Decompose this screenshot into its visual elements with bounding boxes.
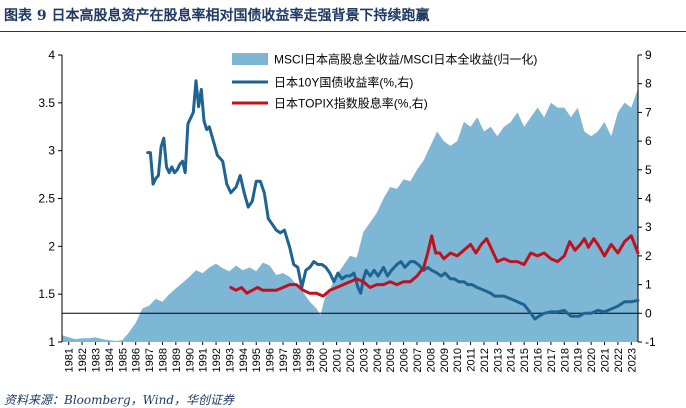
x-axis-tick-label: 1989 [171,348,183,372]
legend-label: 日本TOPIX指数股息率(%,右) [274,96,428,111]
x-axis-tick-label: 2004 [372,348,384,372]
line-series-jgb-10y-yield [146,79,640,321]
right-axis-tick-label: 2 [645,249,652,263]
x-axis-tick-label: 2010 [452,348,464,372]
x-axis-tick-label: 1993 [224,348,236,372]
x-axis-tick-label: 1984 [104,348,116,372]
left-axis-tick-label: 2 [48,239,55,253]
left-axis-tick-label: 1 [48,335,55,349]
left-axis-tick-label: 3 [48,144,55,158]
x-axis-tick-label: 1991 [198,348,210,372]
x-axis-tick-label: 2012 [479,348,491,372]
x-axis-tick-label: 2009 [439,348,451,372]
right-axis-tick-label: 8 [645,77,652,91]
right-axis-tick-label: 7 [645,105,652,119]
legend-label: MSCI日本高股息全收益/MSCI日本全收益(归一化) [274,52,537,67]
legend-swatch-area [232,53,268,65]
source-note: 资料来源：Bloomberg，Wind，华创证券 [4,393,235,407]
x-axis-tick-label: 2023 [626,348,638,372]
right-axis-tick-label: 6 [645,134,652,148]
x-axis-tick-label: 2003 [358,348,370,372]
left-axis-tick-label: 2.5 [38,192,55,206]
x-axis-tick-label: 2011 [466,348,478,372]
x-axis-tick-label: 2013 [492,348,504,372]
right-axis-tick-label: 5 [645,163,652,177]
x-axis-tick-label: 2017 [546,348,558,372]
x-axis-tick-label: 1985 [117,348,129,372]
x-axis-tick-label: 1995 [251,348,263,372]
right-axis-tick-label: -1 [645,335,656,349]
x-axis-tick-label: 1998 [291,348,303,372]
right-axis-tick-label: 4 [645,192,652,206]
x-axis-tick-label: 2005 [385,348,397,372]
x-axis-tick-label: 2006 [399,348,411,372]
x-axis-tick-label: 2007 [412,348,424,372]
x-axis-tick-label: 1994 [238,348,250,372]
right-axis-tick-label: 9 [645,48,652,62]
x-axis-tick-label: 1997 [278,348,290,372]
line-series-topix-dividend-yield [229,234,640,298]
x-axis-tick-label: 2002 [345,348,357,372]
x-axis-tick-label: 2020 [586,348,598,372]
x-axis-tick-label: 1983 [90,348,102,372]
left-axis-tick-label: 4 [48,48,55,62]
right-axis-tick-label: 1 [645,278,652,292]
x-axis-tick-label: 1996 [265,348,277,372]
legend-label: 日本10Y国债收益率(%,右) [274,75,413,90]
x-axis-tick-label: 2016 [533,348,545,372]
x-axis-tick-label: 2021 [600,348,612,372]
x-axis-tick-label: 1990 [184,348,196,372]
x-axis-tick-label: 1987 [144,348,156,372]
area-series-high-dividend-ratio [62,88,638,342]
x-axis-tick-label: 2019 [573,348,585,372]
x-axis-tick-label: 2015 [519,348,531,372]
x-axis-tick-label: 2014 [506,348,518,372]
right-axis-tick-label: 3 [645,220,652,234]
x-axis-tick-label: 1988 [157,348,169,372]
x-axis-tick-label: 1982 [77,348,89,372]
x-axis-tick-label: 2022 [613,348,625,372]
right-axis-tick-label: 0 [645,306,652,320]
x-axis-tick-label: 1999 [305,348,317,372]
title-underline [0,31,686,32]
page-title: 图表 9 日本高股息资产在股息率相对国债收益率走强背景下持续跑赢 [4,8,430,24]
left-axis-tick-label: 3.5 [38,96,55,110]
x-axis-tick-label: 2018 [559,348,571,372]
x-axis-tick-label: 2000 [318,348,330,372]
x-axis-tick-label: 1992 [211,348,223,372]
x-axis-tick-label: 2008 [425,348,437,372]
x-axis-tick-label: 1981 [64,348,76,372]
left-axis-tick-label: 1.5 [38,287,55,301]
x-axis-tick-label: 2001 [332,348,344,372]
x-axis-tick-label: 1986 [131,348,143,372]
